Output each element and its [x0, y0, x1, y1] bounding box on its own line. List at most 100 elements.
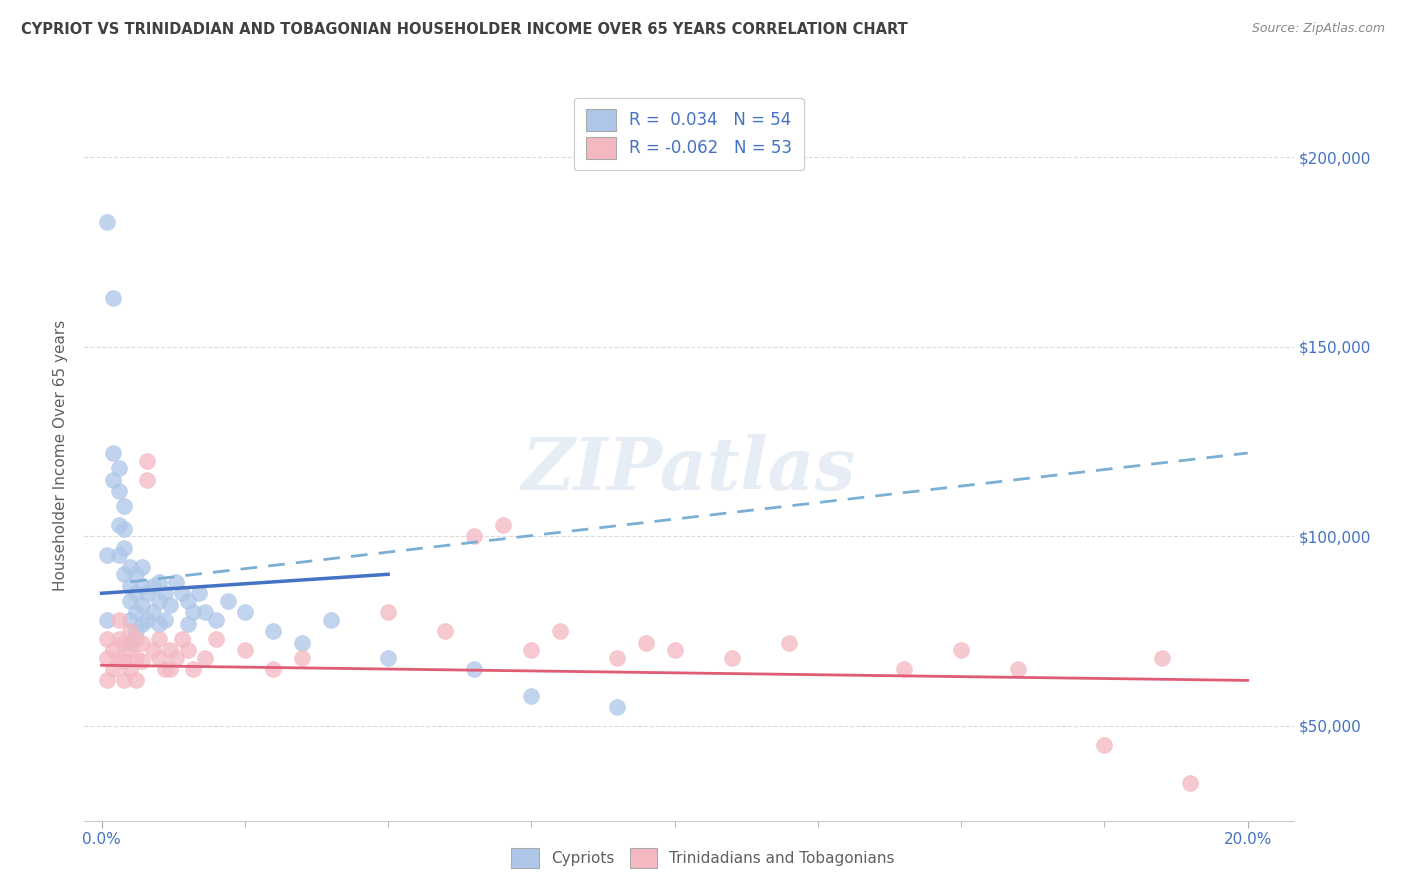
Point — [125, 605, 148, 619]
Point — [153, 662, 176, 676]
Point — [548, 624, 571, 639]
Y-axis label: Householder Income Over 65 years: Householder Income Over 65 years — [53, 319, 69, 591]
Point — [159, 643, 181, 657]
Point — [170, 586, 193, 600]
Point — [377, 605, 399, 619]
Point — [520, 643, 543, 657]
Point — [170, 632, 193, 646]
Point — [125, 586, 148, 600]
Text: ZIPatlas: ZIPatlas — [522, 434, 856, 505]
Point — [96, 613, 118, 627]
Text: CYPRIOT VS TRINIDADIAN AND TOBAGONIAN HOUSEHOLDER INCOME OVER 65 YEARS CORRELATI: CYPRIOT VS TRINIDADIAN AND TOBAGONIAN HO… — [21, 22, 908, 37]
Point — [114, 522, 136, 536]
Point — [107, 483, 129, 498]
Point — [205, 613, 228, 627]
Point — [96, 632, 118, 646]
Point — [131, 598, 153, 612]
Point — [96, 650, 118, 665]
Point — [125, 673, 148, 688]
Point — [101, 446, 124, 460]
Point — [1180, 776, 1202, 790]
Point — [107, 632, 129, 646]
Point — [114, 499, 136, 513]
Point — [131, 616, 153, 631]
Point — [664, 643, 686, 657]
Point — [1092, 738, 1115, 752]
Point — [114, 635, 136, 649]
Point — [194, 650, 217, 665]
Point — [159, 598, 181, 612]
Point — [606, 650, 628, 665]
Point — [114, 567, 136, 582]
Point — [120, 579, 142, 593]
Point — [520, 689, 543, 703]
Point — [148, 650, 170, 665]
Point — [463, 662, 485, 676]
Point — [153, 586, 176, 600]
Point — [181, 662, 204, 676]
Point — [492, 518, 515, 533]
Point — [434, 624, 457, 639]
Point — [120, 662, 142, 676]
Text: Source: ZipAtlas.com: Source: ZipAtlas.com — [1251, 22, 1385, 36]
Point — [950, 643, 973, 657]
Point — [107, 650, 129, 665]
Point — [136, 473, 159, 487]
Point — [96, 549, 118, 563]
Point — [233, 643, 256, 657]
Point — [120, 559, 142, 574]
Point — [165, 650, 187, 665]
Point — [148, 574, 170, 589]
Point — [107, 549, 129, 563]
Point — [165, 574, 187, 589]
Point — [136, 453, 159, 467]
Point — [120, 643, 142, 657]
Point — [148, 616, 170, 631]
Point — [291, 650, 314, 665]
Point — [107, 518, 129, 533]
Legend: R =  0.034   N = 54, R = -0.062   N = 53: R = 0.034 N = 54, R = -0.062 N = 53 — [574, 97, 804, 170]
Point — [778, 635, 800, 649]
Point — [136, 613, 159, 627]
Point — [96, 673, 118, 688]
Point — [120, 624, 142, 639]
Point — [101, 473, 124, 487]
Point — [377, 650, 399, 665]
Point — [125, 567, 148, 582]
Point — [101, 643, 124, 657]
Point — [107, 461, 129, 475]
Point — [131, 635, 153, 649]
Point — [136, 586, 159, 600]
Point — [188, 586, 211, 600]
Point — [233, 605, 256, 619]
Point — [120, 635, 142, 649]
Point — [634, 635, 657, 649]
Point — [893, 662, 915, 676]
Point — [1007, 662, 1029, 676]
Point — [101, 662, 124, 676]
Point — [101, 291, 124, 305]
Legend: Cypriots, Trinidadians and Tobagonians: Cypriots, Trinidadians and Tobagonians — [503, 840, 903, 875]
Point — [721, 650, 744, 665]
Point — [142, 605, 165, 619]
Point — [194, 605, 217, 619]
Point — [131, 579, 153, 593]
Point — [114, 673, 136, 688]
Point — [176, 594, 198, 608]
Point — [125, 632, 148, 646]
Point — [120, 613, 142, 627]
Point — [263, 662, 285, 676]
Point — [114, 541, 136, 555]
Point — [125, 624, 148, 639]
Point — [463, 529, 485, 543]
Point — [181, 605, 204, 619]
Point — [1150, 650, 1173, 665]
Point — [131, 559, 153, 574]
Point — [217, 594, 239, 608]
Point — [120, 594, 142, 608]
Point — [148, 594, 170, 608]
Point — [176, 643, 198, 657]
Point — [142, 643, 165, 657]
Point — [319, 613, 342, 627]
Point — [114, 655, 136, 669]
